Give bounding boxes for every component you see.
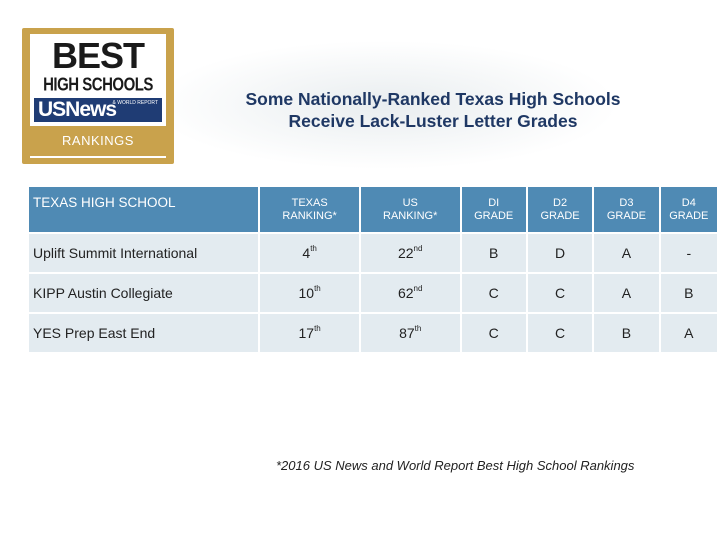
cell-d2-grade: C <box>527 314 593 352</box>
table-header-row: TEXAS HIGH SCHOOL TEXAS RANKING* US RANKIN… <box>29 187 717 232</box>
us-news-best-high-schools-logo: BEST HIGH SCHOOLS USNews & WORLD REPORT … <box>22 28 174 164</box>
table-row: YES Prep East End 17th 87th C C B A <box>29 314 717 352</box>
cell-d1-grade: B <box>461 234 526 272</box>
header-us-ranking: US RANKING* <box>360 187 460 232</box>
grades-table: TEXAS HIGH SCHOOL TEXAS RANKING* US RANKIN… <box>27 185 719 354</box>
cell-d3-grade: A <box>594 274 659 312</box>
logo-world-report-text: & WORLD REPORT <box>112 100 158 106</box>
header-texas-ranking: TEXAS RANKING* <box>260 187 359 232</box>
cell-school: KIPP Austin Collegiate <box>29 274 259 312</box>
logo-rankings-badge: RANKINGS <box>30 126 166 156</box>
table-row: KIPP Austin Collegiate 10th 62nd C C A B <box>29 274 717 312</box>
slide-title-line-2: Receive Lack-Luster Letter Grades <box>288 111 578 131</box>
logo-panel: BEST HIGH SCHOOLS USNews & WORLD REPORT … <box>30 34 166 158</box>
cell-d3-grade: B <box>594 314 659 352</box>
cell-school: YES Prep East End <box>29 314 259 352</box>
logo-high-schools-text: HIGH SCHOOLS <box>43 74 153 96</box>
footnote: *2016 US News and World Report Best High… <box>276 458 635 473</box>
cell-d4-grade: B <box>660 274 717 312</box>
cell-school: Uplift Summit International <box>29 234 259 272</box>
table-row: Uplift Summit International 4th 22nd B D… <box>29 234 717 272</box>
cell-d1-grade: C <box>461 274 526 312</box>
slide-title: Some Nationally-Ranked Texas High School… <box>200 88 666 132</box>
cell-texas-ranking: 17th <box>260 314 359 352</box>
cell-texas-ranking: 10th <box>260 274 359 312</box>
cell-d2-grade: D <box>527 234 593 272</box>
cell-d4-grade: A <box>660 314 717 352</box>
slide-title-line-1: Some Nationally-Ranked Texas High School… <box>245 89 621 109</box>
cell-d4-grade: - <box>660 234 717 272</box>
header-d1-grade: DI GRADE <box>461 187 526 232</box>
header-school: TEXAS HIGH SCHOOL <box>29 187 259 232</box>
header-d2-grade: D2 GRADE <box>527 187 593 232</box>
cell-d3-grade: A <box>594 234 659 272</box>
logo-usnews-text: USNews <box>38 98 117 121</box>
cell-texas-ranking: 4th <box>260 234 359 272</box>
header-d4-grade: D4 GRADE <box>660 187 717 232</box>
header-d3-grade: D3 GRADE <box>594 187 659 232</box>
cell-d1-grade: C <box>461 314 526 352</box>
cell-us-ranking: 62nd <box>360 274 460 312</box>
cell-d2-grade: C <box>527 274 593 312</box>
cell-us-ranking: 22nd <box>360 234 460 272</box>
cell-us-ranking: 87th <box>360 314 460 352</box>
logo-best-text: BEST <box>51 35 145 76</box>
logo-usnews-bar: USNews & WORLD REPORT <box>34 98 162 122</box>
